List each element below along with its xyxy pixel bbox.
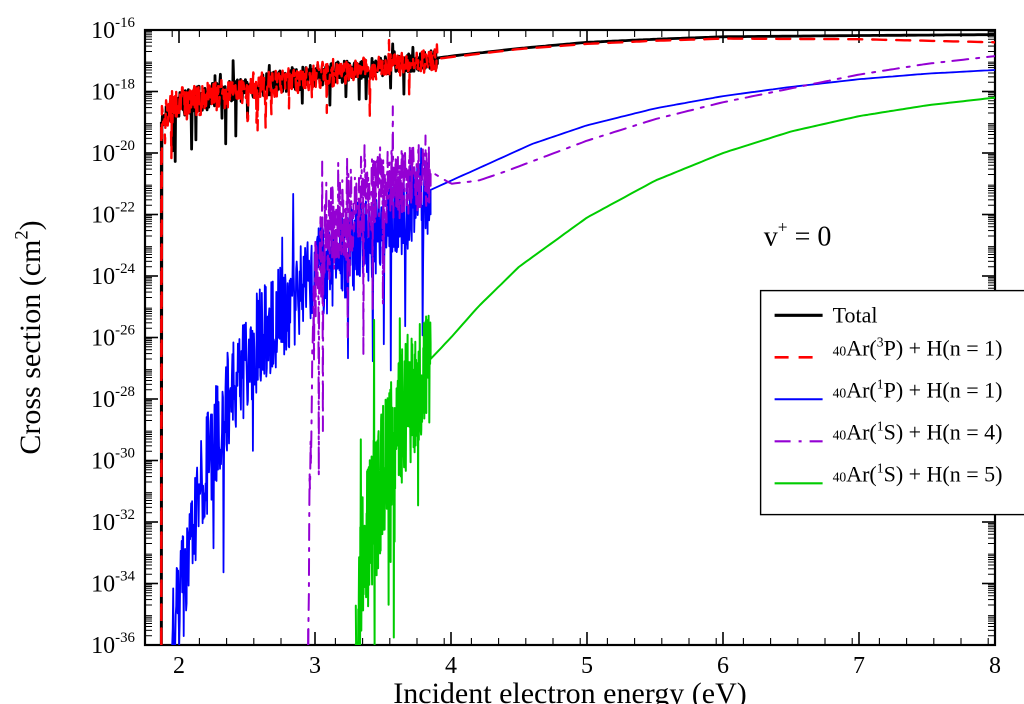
svg-text:40Ar(1P) + H(n = 1): 40Ar(1P) + H(n = 1) xyxy=(833,377,1003,403)
svg-text:40Ar(1S) + H(n = 5): 40Ar(1S) + H(n = 5) xyxy=(833,461,1003,487)
svg-text:Cross section (cm2): Cross section (cm2) xyxy=(11,220,47,454)
svg-text:Incident electron energy (eV): Incident electron energy (eV) xyxy=(393,677,746,704)
svg-text:2: 2 xyxy=(173,653,185,679)
svg-text:3: 3 xyxy=(309,653,321,679)
cross-section-plot: 234567810-3610-3410-3210-3010-2810-2610-… xyxy=(0,0,1024,704)
svg-text:6: 6 xyxy=(717,653,729,679)
svg-text:40Ar(3P) + H(n = 1): 40Ar(3P) + H(n = 1) xyxy=(833,335,1003,361)
svg-text:7: 7 xyxy=(853,653,865,679)
svg-text:8: 8 xyxy=(989,653,1001,679)
svg-text:40Ar(1S) + H(n = 4): 40Ar(1S) + H(n = 4) xyxy=(833,419,1003,445)
svg-text:5: 5 xyxy=(581,653,593,679)
svg-text:Total: Total xyxy=(833,302,878,327)
svg-text:v+ = 0: v+ = 0 xyxy=(764,218,832,253)
svg-text:4: 4 xyxy=(445,653,457,679)
chart-container: { "chart": { "type": "line", "width": 10… xyxy=(0,0,1024,704)
